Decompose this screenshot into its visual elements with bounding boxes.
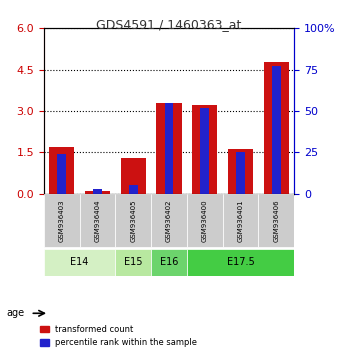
Bar (228, 149, 253, 194)
FancyBboxPatch shape (151, 249, 187, 276)
FancyBboxPatch shape (187, 249, 294, 276)
Text: GSM936401: GSM936401 (238, 199, 243, 242)
Bar (264, 62, 289, 194)
Bar (192, 105, 217, 194)
Bar (49, 147, 74, 194)
FancyBboxPatch shape (80, 194, 115, 247)
Text: E15: E15 (124, 257, 143, 268)
Bar (85, 191, 110, 194)
FancyBboxPatch shape (44, 249, 115, 276)
Bar (129, 185, 138, 194)
Text: E14: E14 (71, 257, 89, 268)
Text: GSM936403: GSM936403 (59, 199, 65, 242)
Text: age: age (7, 308, 25, 318)
FancyBboxPatch shape (115, 194, 151, 247)
Legend: transformed count, percentile rank within the sample: transformed count, percentile rank withi… (38, 322, 200, 350)
Text: GSM936402: GSM936402 (166, 200, 172, 242)
FancyBboxPatch shape (44, 194, 80, 247)
Text: E16: E16 (160, 257, 178, 268)
Bar (57, 154, 66, 194)
Bar (272, 66, 281, 194)
Bar (200, 108, 209, 194)
Bar (121, 158, 146, 194)
Bar (93, 189, 102, 194)
FancyBboxPatch shape (151, 194, 187, 247)
Text: GSM936400: GSM936400 (202, 199, 208, 242)
Text: GSM936406: GSM936406 (273, 199, 279, 242)
Bar (156, 103, 182, 194)
FancyBboxPatch shape (258, 194, 294, 247)
Bar (236, 152, 245, 194)
Text: GSM936405: GSM936405 (130, 200, 136, 242)
Text: GSM936404: GSM936404 (95, 200, 100, 242)
Text: E17.5: E17.5 (226, 257, 254, 268)
Text: GDS4591 / 1460363_at: GDS4591 / 1460363_at (96, 18, 242, 31)
FancyBboxPatch shape (223, 194, 258, 247)
FancyBboxPatch shape (187, 194, 223, 247)
FancyBboxPatch shape (115, 249, 151, 276)
Bar (165, 103, 173, 194)
